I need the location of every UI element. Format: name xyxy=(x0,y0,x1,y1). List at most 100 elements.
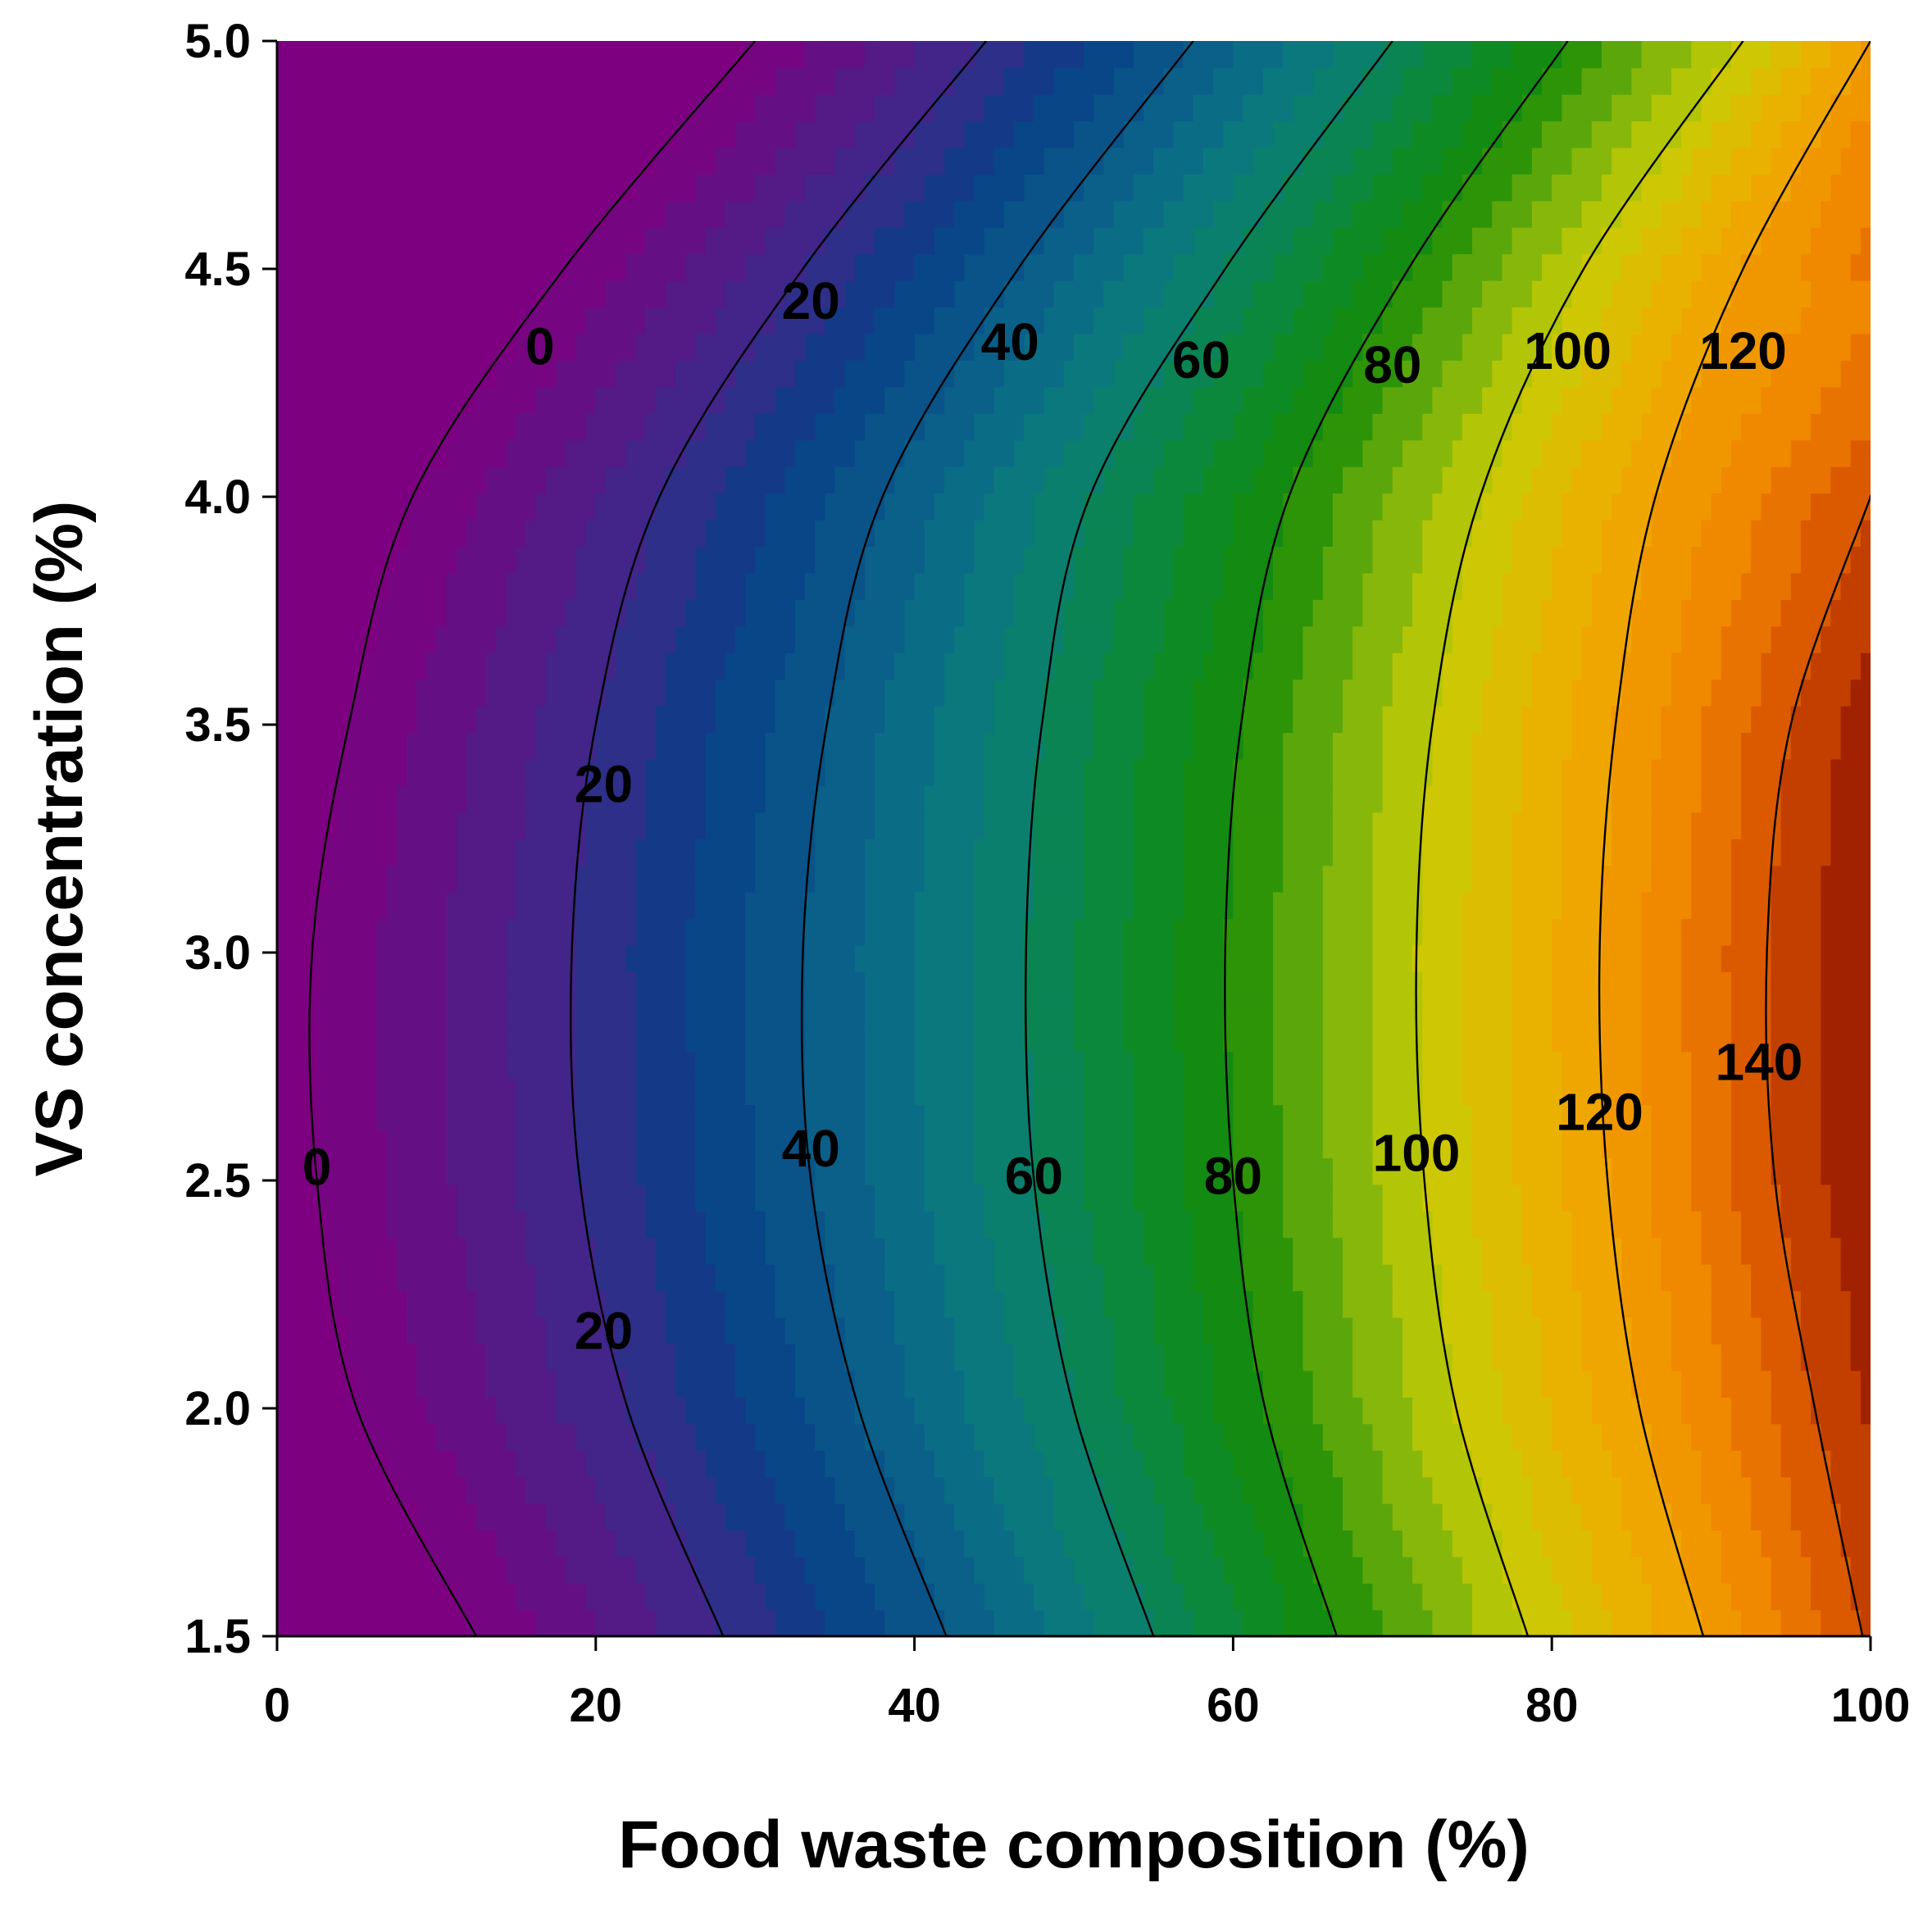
contour-band-cell xyxy=(1143,1583,1184,1611)
contour-band-cell xyxy=(884,705,935,733)
contour-band-cell xyxy=(1412,1423,1463,1451)
contour-band-cell xyxy=(725,466,786,494)
contour-band-cell xyxy=(1771,1583,1812,1611)
contour-band-cell xyxy=(506,1423,577,1451)
contour-band-cell xyxy=(1552,333,1593,361)
contour-band-cell xyxy=(635,572,697,600)
contour-band-cell xyxy=(635,1104,697,1132)
contour-band-cell xyxy=(1531,653,1583,680)
contour-band-cell xyxy=(1571,732,1612,760)
contour-band-cell xyxy=(1612,812,1652,839)
contour-band-cell xyxy=(1651,1157,1693,1185)
contour-band-cell xyxy=(1084,41,1134,69)
contour-band-cell xyxy=(1830,599,1871,627)
contour-band-cell xyxy=(1183,493,1234,521)
contour-band-cell xyxy=(376,625,438,653)
contour-band-cell xyxy=(1691,572,1742,600)
contour-band-cell xyxy=(516,1583,587,1611)
contour-band-cell xyxy=(1462,333,1503,361)
contour-band-cell xyxy=(755,1104,806,1132)
contour-band-cell xyxy=(1681,1370,1722,1398)
contour-band-cell xyxy=(506,1556,567,1584)
contour-band-cell xyxy=(1084,493,1134,521)
contour-band-cell xyxy=(864,546,925,574)
contour-band-cell xyxy=(1193,307,1244,334)
contour-band-cell xyxy=(1113,1370,1165,1398)
contour-band-cell xyxy=(705,227,766,255)
contour-band-cell xyxy=(1084,1130,1134,1158)
contour-band-cell xyxy=(446,1077,517,1106)
contour-band-cell xyxy=(277,758,338,786)
contour-band-cell xyxy=(1482,1263,1533,1292)
y-tick-label: 4.0 xyxy=(184,471,251,524)
contour-band-cell xyxy=(1372,865,1423,893)
contour-band-cell xyxy=(1063,200,1115,228)
contour-band-cell xyxy=(1183,785,1234,813)
contour-band-cell xyxy=(595,1237,657,1265)
contour-band-cell xyxy=(1332,493,1384,521)
contour-band-cell xyxy=(974,519,1035,547)
contour-label: 100 xyxy=(1373,1124,1461,1183)
contour-label: 20 xyxy=(575,1302,633,1361)
contour-band-cell xyxy=(1074,944,1125,972)
contour-band-cell xyxy=(1850,1344,1871,1371)
contour-band-cell xyxy=(595,732,657,760)
contour-band-cell xyxy=(705,1583,766,1611)
contour-band-cell xyxy=(1552,918,1602,946)
contour-band-cell xyxy=(546,1344,616,1371)
contour-band-cell xyxy=(277,918,318,946)
contour-band-cell xyxy=(1412,333,1463,361)
contour-band-cell xyxy=(854,121,916,148)
contour-band-cell xyxy=(1392,466,1443,494)
contour-band-cell xyxy=(884,386,945,414)
contour-band-cell xyxy=(1800,307,1871,334)
contour-band-cell xyxy=(1153,653,1204,680)
contour-band-cell xyxy=(316,971,378,999)
contour-label: 0 xyxy=(302,1137,332,1196)
contour-band-cell xyxy=(1283,1157,1334,1185)
contour-band-cell xyxy=(1830,1476,1871,1504)
contour-band-cell xyxy=(635,918,686,946)
contour-band-cell xyxy=(1761,493,1812,521)
contour-band-cell xyxy=(616,1317,666,1344)
contour-band-cell xyxy=(755,865,816,893)
contour-band-cell xyxy=(904,1503,955,1530)
contour-band-cell xyxy=(1730,1051,1772,1079)
contour-band-cell xyxy=(775,386,836,414)
contour-band-cell xyxy=(1581,439,1633,467)
contour-band-cell xyxy=(1084,1051,1134,1079)
contour-band-cell xyxy=(1730,865,1772,893)
contour-band-cell xyxy=(1691,1104,1732,1132)
contour-band-cell xyxy=(695,1184,756,1212)
contour-band-cell xyxy=(1542,1370,1593,1398)
contour-band-cell xyxy=(825,1450,885,1478)
contour-band-cell xyxy=(1322,572,1364,600)
contour-band-cell xyxy=(1780,121,1821,148)
contour-band-cell xyxy=(1322,546,1374,574)
contour-band-cell xyxy=(1780,812,1832,839)
contour-band-cell xyxy=(396,839,457,866)
contour-band-cell xyxy=(1043,307,1095,334)
contour-band-cell xyxy=(1352,147,1393,175)
contour-band-cell xyxy=(1293,679,1343,707)
contour-band-cell xyxy=(1343,1290,1393,1318)
contour-band-cell xyxy=(1293,466,1343,494)
contour-band-cell xyxy=(1780,599,1832,627)
contour-band-cell xyxy=(695,1423,756,1451)
contour-band-cell xyxy=(745,1397,806,1425)
contour-band-cell xyxy=(1780,1450,1832,1478)
contour-band-cell xyxy=(1343,466,1393,494)
contour-band-cell xyxy=(1800,679,1852,707)
contour-band-cell xyxy=(1800,1530,1842,1558)
contour-band-cell xyxy=(1860,1370,1871,1398)
contour-band-cell xyxy=(1243,1237,1293,1265)
contour-band-cell xyxy=(1163,1530,1214,1558)
contour-band-cell xyxy=(974,1423,1035,1451)
contour-band-cell xyxy=(924,1184,985,1212)
contour-band-cell xyxy=(884,1609,945,1636)
contour-band-cell xyxy=(1183,333,1224,361)
contour-band-cell xyxy=(804,1130,866,1158)
contour-band-cell xyxy=(1252,280,1304,308)
contour-band-cell xyxy=(635,174,697,202)
contour-band-cell xyxy=(1790,705,1842,733)
